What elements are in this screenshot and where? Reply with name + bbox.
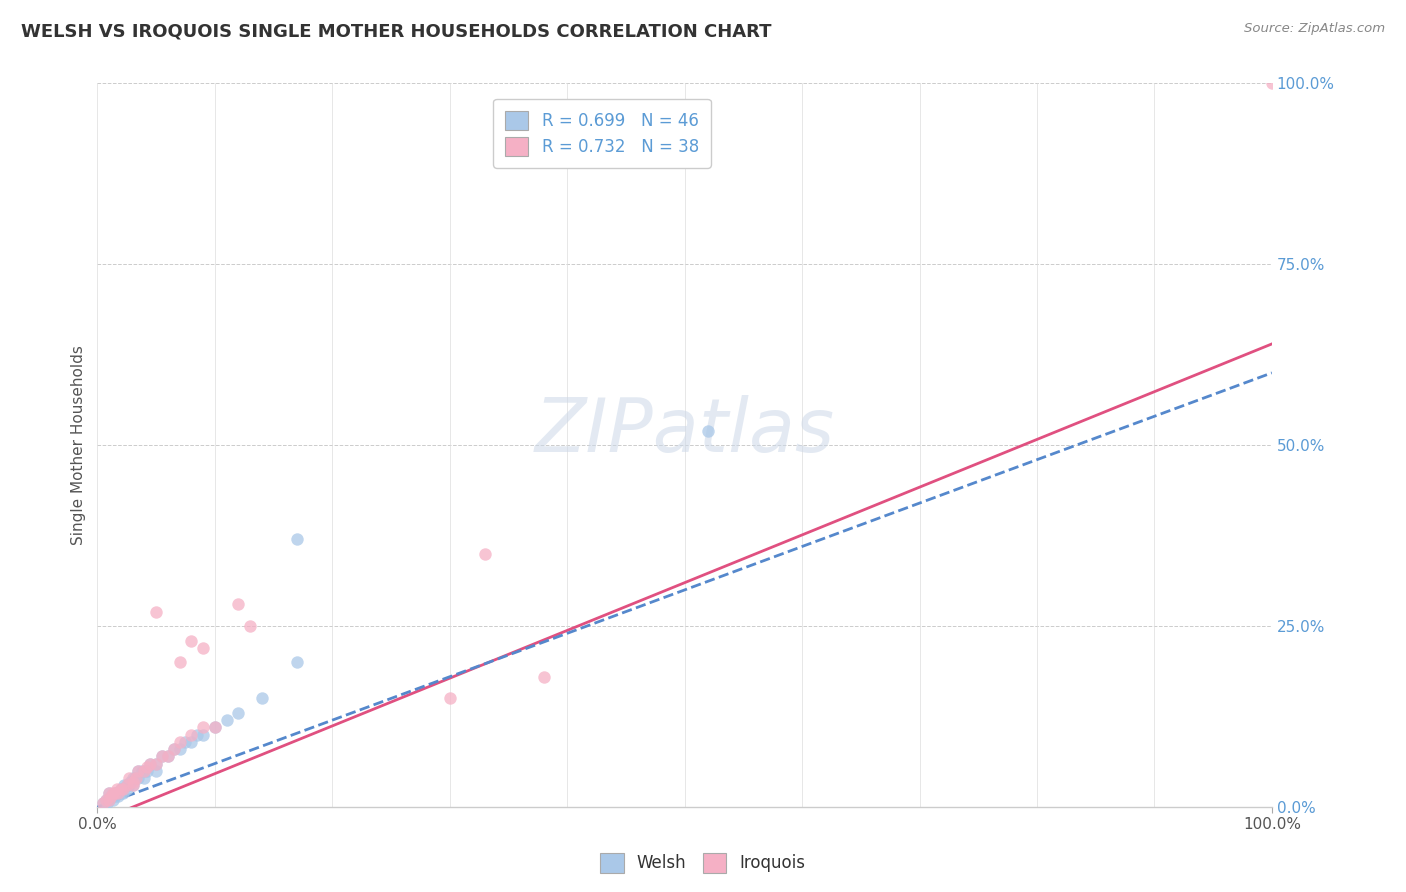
Point — [104, 789, 127, 804]
Point — [169, 735, 191, 749]
Point — [120, 774, 142, 789]
Point — [105, 781, 128, 796]
Point — [1261, 77, 1284, 91]
Point — [180, 735, 202, 749]
Point — [110, 781, 132, 796]
Point — [174, 735, 197, 749]
Point — [156, 749, 179, 764]
Point — [110, 781, 132, 796]
Point — [118, 778, 141, 792]
Point — [131, 764, 153, 778]
Point — [115, 781, 138, 796]
Point — [94, 793, 117, 807]
Point — [285, 655, 308, 669]
Point — [180, 728, 202, 742]
Point — [169, 742, 191, 756]
Point — [104, 785, 127, 799]
Point — [125, 771, 148, 785]
Point — [96, 797, 118, 811]
Point — [105, 785, 128, 799]
Point — [139, 756, 162, 771]
Point — [226, 706, 249, 720]
Point — [121, 774, 143, 789]
Point — [156, 749, 179, 764]
Point — [112, 781, 135, 796]
Point — [127, 771, 149, 785]
Point — [91, 797, 114, 811]
Point — [169, 655, 191, 669]
Point — [115, 778, 138, 792]
Point — [474, 547, 496, 561]
Point — [150, 749, 173, 764]
Point — [101, 793, 124, 807]
Point — [204, 720, 226, 734]
Point — [118, 771, 141, 785]
Point — [127, 764, 149, 778]
Point — [107, 789, 129, 804]
Point — [145, 756, 167, 771]
Point — [163, 742, 186, 756]
Point — [180, 633, 202, 648]
Point — [94, 793, 117, 807]
Legend: Welsh, Iroquois: Welsh, Iroquois — [593, 847, 813, 880]
Point — [145, 605, 167, 619]
Point — [250, 691, 273, 706]
Point — [104, 785, 127, 799]
Point — [91, 797, 114, 811]
Point — [112, 785, 135, 799]
Text: ZIPatlas: ZIPatlas — [534, 395, 835, 467]
Point — [191, 640, 214, 655]
Point — [110, 785, 132, 799]
Text: Source: ZipAtlas.com: Source: ZipAtlas.com — [1244, 22, 1385, 36]
Point — [697, 424, 720, 438]
Point — [124, 771, 146, 785]
Point — [145, 764, 167, 778]
Point — [100, 789, 122, 804]
Point — [150, 749, 173, 764]
Point — [186, 728, 208, 742]
Point — [127, 764, 149, 778]
Point — [163, 742, 186, 756]
Point — [191, 728, 214, 742]
Y-axis label: Single Mother Households: Single Mother Households — [72, 345, 86, 545]
Point — [533, 670, 555, 684]
Point — [204, 720, 226, 734]
Point — [98, 793, 121, 807]
Point — [98, 785, 121, 799]
Point — [100, 789, 122, 804]
Point — [191, 720, 214, 734]
Point — [239, 619, 262, 633]
Point — [112, 778, 135, 792]
Point — [439, 691, 461, 706]
Point — [226, 598, 249, 612]
Point — [134, 771, 156, 785]
Point — [134, 764, 156, 778]
Point — [98, 793, 121, 807]
Point — [135, 764, 157, 778]
Legend: R = 0.699   N = 46, R = 0.732   N = 38: R = 0.699 N = 46, R = 0.732 N = 38 — [494, 99, 710, 168]
Point — [98, 785, 121, 799]
Text: WELSH VS IROQUOIS SINGLE MOTHER HOUSEHOLDS CORRELATION CHART: WELSH VS IROQUOIS SINGLE MOTHER HOUSEHOL… — [21, 22, 772, 40]
Point — [134, 764, 156, 778]
Point — [135, 760, 157, 774]
Point — [101, 785, 124, 799]
Point — [139, 756, 162, 771]
Point — [121, 778, 143, 792]
Point — [115, 778, 138, 792]
Point — [145, 756, 167, 771]
Point — [121, 771, 143, 785]
Point — [107, 785, 129, 799]
Point — [121, 778, 143, 792]
Point — [285, 533, 308, 547]
Point — [215, 713, 238, 727]
